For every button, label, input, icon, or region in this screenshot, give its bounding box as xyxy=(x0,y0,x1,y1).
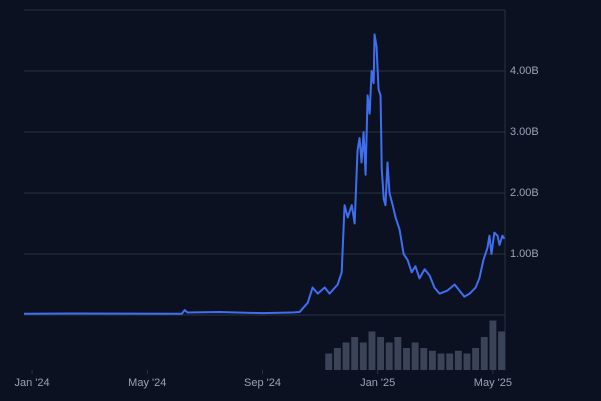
y-tick-label: 3.00B xyxy=(510,126,539,138)
volume-bar xyxy=(394,337,402,370)
y-tick-label: 4.00B xyxy=(510,65,539,77)
volume-bar xyxy=(359,342,367,370)
y-tick-label: 2.00B xyxy=(510,187,539,199)
x-tick-label: May '25 xyxy=(474,377,512,389)
volume-bar xyxy=(463,353,471,370)
volume-bar xyxy=(472,348,480,370)
volume-bar xyxy=(377,337,385,370)
volume-bar xyxy=(480,337,488,370)
volume-bar xyxy=(351,337,359,370)
volume-bar xyxy=(333,348,341,370)
volume-bar xyxy=(446,353,454,370)
volume-bar xyxy=(454,350,462,370)
volume-bar xyxy=(437,353,445,370)
volume-bar xyxy=(498,331,505,370)
volume-bar xyxy=(342,342,350,370)
x-tick-label: Jan '25 xyxy=(360,377,395,389)
price-line xyxy=(23,33,506,315)
volume-bar xyxy=(428,350,436,370)
volume-bar xyxy=(385,342,393,370)
volume-bar xyxy=(368,331,376,370)
x-tick-label: Jan '24 xyxy=(14,377,49,389)
volume-bar xyxy=(411,342,419,370)
volume-bar xyxy=(489,320,497,370)
x-tick-label: Sep '24 xyxy=(244,377,281,389)
volume-bar xyxy=(325,353,333,370)
volume-bar xyxy=(420,348,428,370)
x-tick-label: May '24 xyxy=(128,377,166,389)
volume-bar xyxy=(403,348,410,370)
y-tick-label: 1.00B xyxy=(510,248,539,260)
